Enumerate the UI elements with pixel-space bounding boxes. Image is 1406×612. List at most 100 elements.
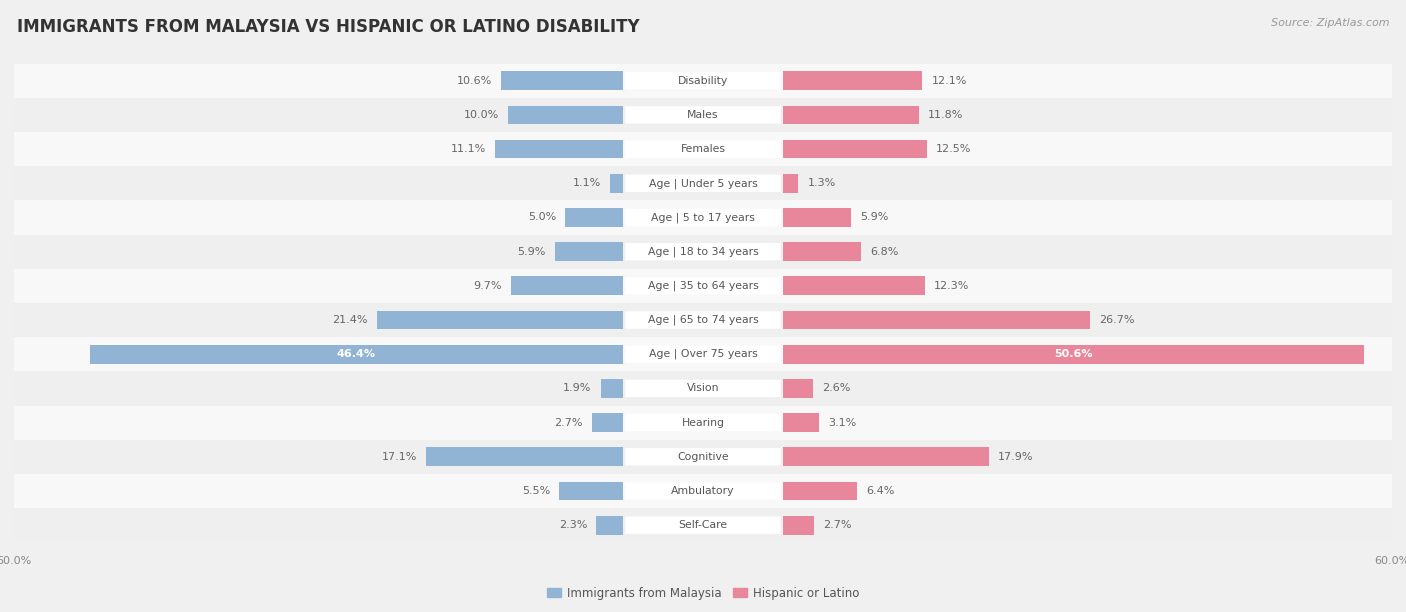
Text: 9.7%: 9.7%: [474, 281, 502, 291]
Text: Self-Care: Self-Care: [679, 520, 727, 530]
Bar: [783, 277, 925, 295]
Bar: [90, 345, 623, 364]
Legend: Immigrants from Malaysia, Hispanic or Latino: Immigrants from Malaysia, Hispanic or La…: [541, 582, 865, 605]
Text: Age | 5 to 17 years: Age | 5 to 17 years: [651, 212, 755, 223]
FancyBboxPatch shape: [626, 312, 780, 329]
Bar: [14, 508, 1392, 542]
Text: Ambulatory: Ambulatory: [671, 486, 735, 496]
Bar: [610, 174, 623, 193]
Bar: [495, 140, 623, 159]
Text: 12.1%: 12.1%: [932, 76, 967, 86]
Text: Age | 18 to 34 years: Age | 18 to 34 years: [648, 247, 758, 257]
Bar: [600, 379, 623, 398]
FancyBboxPatch shape: [626, 140, 780, 158]
Bar: [783, 174, 799, 193]
Text: Hearing: Hearing: [682, 417, 724, 428]
Bar: [560, 482, 623, 501]
Bar: [783, 482, 856, 501]
FancyBboxPatch shape: [626, 379, 780, 397]
Bar: [783, 208, 851, 227]
Bar: [14, 337, 1392, 371]
Text: 10.6%: 10.6%: [457, 76, 492, 86]
FancyBboxPatch shape: [626, 72, 780, 89]
Text: 17.9%: 17.9%: [998, 452, 1033, 462]
Text: 12.3%: 12.3%: [934, 281, 969, 291]
Bar: [565, 208, 623, 227]
Bar: [592, 413, 623, 432]
Bar: [14, 371, 1392, 406]
Text: 46.4%: 46.4%: [336, 349, 375, 359]
Bar: [783, 140, 927, 159]
Text: 11.1%: 11.1%: [451, 144, 486, 154]
Bar: [14, 200, 1392, 234]
Bar: [508, 105, 623, 124]
Text: 2.6%: 2.6%: [823, 383, 851, 394]
Text: 2.7%: 2.7%: [824, 520, 852, 530]
FancyBboxPatch shape: [626, 174, 780, 192]
Bar: [783, 447, 988, 466]
Text: 26.7%: 26.7%: [1099, 315, 1135, 325]
Bar: [14, 166, 1392, 200]
Bar: [783, 379, 813, 398]
Text: Age | Under 5 years: Age | Under 5 years: [648, 178, 758, 188]
Text: 2.3%: 2.3%: [558, 520, 588, 530]
Bar: [501, 72, 623, 90]
FancyBboxPatch shape: [626, 277, 780, 294]
Bar: [14, 439, 1392, 474]
Text: Cognitive: Cognitive: [678, 452, 728, 462]
Text: 50.6%: 50.6%: [1054, 349, 1092, 359]
FancyBboxPatch shape: [626, 346, 780, 363]
Text: Source: ZipAtlas.com: Source: ZipAtlas.com: [1271, 18, 1389, 28]
Text: Disability: Disability: [678, 76, 728, 86]
Text: Age | 35 to 64 years: Age | 35 to 64 years: [648, 280, 758, 291]
Text: 21.4%: 21.4%: [332, 315, 368, 325]
Bar: [14, 64, 1392, 98]
Text: Age | Over 75 years: Age | Over 75 years: [648, 349, 758, 359]
Text: 12.5%: 12.5%: [936, 144, 972, 154]
Bar: [783, 345, 1364, 364]
Text: IMMIGRANTS FROM MALAYSIA VS HISPANIC OR LATINO DISABILITY: IMMIGRANTS FROM MALAYSIA VS HISPANIC OR …: [17, 18, 640, 36]
Text: 6.8%: 6.8%: [870, 247, 898, 256]
Text: 11.8%: 11.8%: [928, 110, 963, 120]
FancyBboxPatch shape: [626, 243, 780, 260]
Text: 17.1%: 17.1%: [381, 452, 418, 462]
Text: 6.4%: 6.4%: [866, 486, 894, 496]
Bar: [783, 311, 1090, 329]
Text: 1.3%: 1.3%: [807, 178, 835, 188]
Text: 5.5%: 5.5%: [522, 486, 550, 496]
Text: 3.1%: 3.1%: [828, 417, 856, 428]
Bar: [14, 234, 1392, 269]
Text: 1.1%: 1.1%: [572, 178, 600, 188]
Text: 5.0%: 5.0%: [527, 212, 555, 223]
Bar: [783, 105, 920, 124]
FancyBboxPatch shape: [626, 106, 780, 124]
Bar: [426, 447, 623, 466]
Bar: [14, 132, 1392, 166]
Bar: [14, 303, 1392, 337]
Bar: [783, 242, 862, 261]
Text: 5.9%: 5.9%: [860, 212, 889, 223]
Bar: [14, 98, 1392, 132]
Bar: [14, 474, 1392, 508]
FancyBboxPatch shape: [626, 482, 780, 499]
Text: Females: Females: [681, 144, 725, 154]
Text: 10.0%: 10.0%: [464, 110, 499, 120]
Bar: [783, 72, 922, 90]
Bar: [783, 413, 818, 432]
Bar: [783, 516, 814, 534]
Text: Vision: Vision: [686, 383, 720, 394]
Bar: [596, 516, 623, 534]
Text: 5.9%: 5.9%: [517, 247, 546, 256]
FancyBboxPatch shape: [626, 517, 780, 534]
FancyBboxPatch shape: [626, 209, 780, 226]
Bar: [555, 242, 623, 261]
FancyBboxPatch shape: [626, 448, 780, 466]
Text: 1.9%: 1.9%: [564, 383, 592, 394]
Text: Age | 65 to 74 years: Age | 65 to 74 years: [648, 315, 758, 326]
Text: Males: Males: [688, 110, 718, 120]
Bar: [512, 277, 623, 295]
Bar: [14, 406, 1392, 439]
FancyBboxPatch shape: [626, 414, 780, 431]
Bar: [377, 311, 623, 329]
Text: 2.7%: 2.7%: [554, 417, 582, 428]
